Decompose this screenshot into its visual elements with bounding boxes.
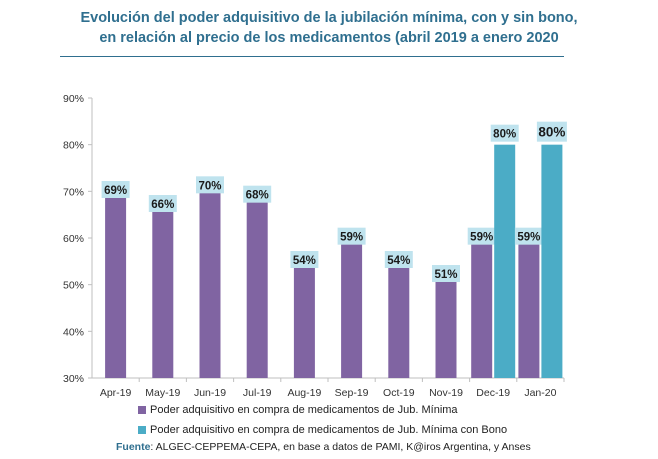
x-tick-label: Apr-19 [100,387,132,399]
data-label-jub-minima: 54% [387,255,410,267]
bar-jub-minima [518,242,540,378]
data-label-jub-minima-bg [514,227,543,245]
data-label-jub-minima: 69% [104,185,127,197]
data-label-jub-minima-bg [196,176,224,194]
bar-jub-minima-bono [494,144,516,378]
y-tick-label: 50% [63,280,84,292]
title-underline [60,56,564,57]
x-tick-label: May-19 [145,387,180,399]
data-label-jub-minima-bono: 80% [493,129,516,141]
y-tick-label: 80% [63,140,84,152]
data-label-jub-minima-bg [467,227,496,245]
data-label-jub-minima-bg [337,227,366,245]
bar-jub-minima [293,266,315,378]
bar-jub-minima [435,280,457,378]
chart-title-line2: en relación al precio de los medicamento… [99,30,559,46]
data-label-jub-minima: 59% [470,232,493,244]
x-tick-label: Jul-19 [243,387,272,399]
data-label-jub-minima-bono-bg [536,121,567,142]
x-tick-label: Sep-19 [335,387,369,399]
data-label-jub-minima: 70% [198,180,221,192]
data-label-jub-minima: 66% [151,199,174,211]
data-label-jub-minima-bg [384,251,413,268]
data-label-jub-minima: 59% [340,232,363,244]
legend-label-jub-minima-bono: Poder adquisitivo en compra de medicamen… [150,424,508,436]
y-tick-label: 60% [63,233,84,245]
data-label-jub-minima: 54% [293,255,316,267]
data-label-jub-minima-bg [148,195,177,212]
source-note: Fuente: ALGEC-CEPPEMA-CEPA, en base a da… [116,441,531,453]
bar-jub-minima-bono [541,144,563,378]
bar-jub-minima [341,242,363,378]
x-tick-label: Jan-20 [524,387,556,399]
data-label-jub-minima: 68% [246,190,269,202]
legend: Poder adquisitivo en compra de medicamen… [138,402,507,442]
data-label-jub-minima: 59% [517,232,540,244]
y-tick-label: 30% [63,373,84,385]
legend-swatch-jub-minima-bono [138,426,146,434]
bar-jub-minima [199,191,221,378]
x-tick-label: Nov-19 [429,387,463,399]
source-label: Fuente [116,441,151,453]
data-label-jub-minima-bg [101,181,130,198]
chart-title-line1: Evolución del poder adquisitivo de la ju… [80,10,578,26]
data-label-jub-minima-bono: 80% [538,125,565,140]
x-tick-label: Dec-19 [476,387,510,399]
source-text: : ALGEC-CEPPEMA-CEPA, en base a datos de… [150,441,531,453]
legend-item-jub-minima: Poder adquisitivo en compra de medicamen… [138,402,507,418]
bar-jub-minima [105,196,127,378]
bar-jub-minima [246,200,268,378]
legend-label-jub-minima: Poder adquisitivo en compra de medicamen… [150,404,458,416]
x-tick-label: Oct-19 [383,387,415,399]
data-label-jub-minima: 51% [434,269,457,281]
bar-jub-minima [388,266,410,378]
legend-swatch-jub-minima [138,406,146,414]
bar-jub-minima [471,242,493,378]
y-tick-label: 90% [63,93,84,105]
data-label-jub-minima-bg [290,251,319,268]
chart-title: Evolución del poder adquisitivo de la ju… [0,8,658,48]
x-tick-label: Aug-19 [287,387,321,399]
y-tick-label: 40% [63,326,84,338]
data-label-jub-minima-bg [243,185,272,203]
y-tick-label: 70% [63,186,84,198]
data-label-jub-minima-bono-bg [490,124,519,142]
data-label-jub-minima-bg [432,265,460,282]
x-tick-label: Jun-19 [194,387,226,399]
bar-jub-minima [152,210,174,378]
legend-item-jub-minima-bono: Poder adquisitivo en compra de medicamen… [138,422,507,438]
